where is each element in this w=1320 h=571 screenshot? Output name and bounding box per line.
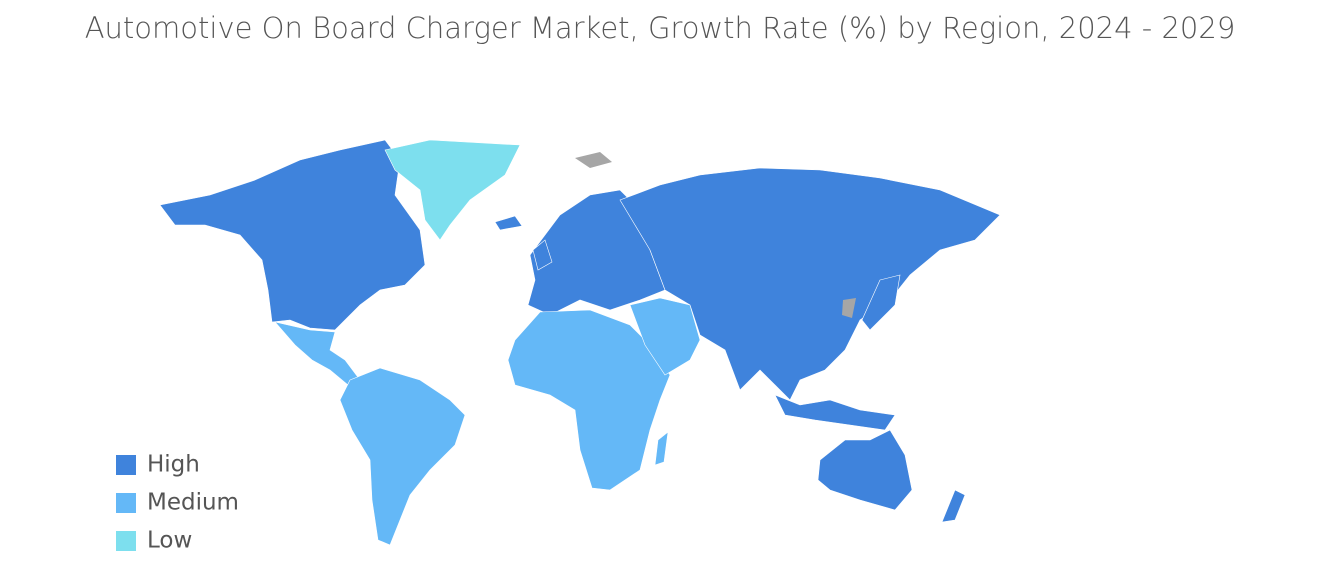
australia <box>817 429 913 511</box>
legend-swatch <box>116 493 136 513</box>
legend: High Medium Low <box>116 452 239 554</box>
madagascar <box>654 431 669 466</box>
africa <box>507 309 671 491</box>
greenland <box>384 139 521 241</box>
new-zealand <box>941 489 966 523</box>
asia <box>619 167 1001 401</box>
iceland <box>494 215 523 231</box>
middle-east <box>629 297 701 376</box>
legend-swatch <box>116 455 136 475</box>
north-america <box>159 139 426 331</box>
central-america <box>274 321 361 386</box>
europe <box>527 189 666 316</box>
legend-label: Low <box>147 528 192 554</box>
svalbard <box>575 152 612 168</box>
south-america <box>339 367 466 546</box>
world-map <box>159 139 1001 546</box>
korea <box>842 298 856 318</box>
legend-label: High <box>147 452 200 478</box>
uk <box>532 239 553 271</box>
japan <box>861 274 901 331</box>
title: Automotive On Board Charger Market, Grow… <box>85 11 1236 45</box>
legend-swatch <box>116 531 136 551</box>
indonesia <box>774 394 896 431</box>
legend-label: Medium <box>147 490 239 516</box>
